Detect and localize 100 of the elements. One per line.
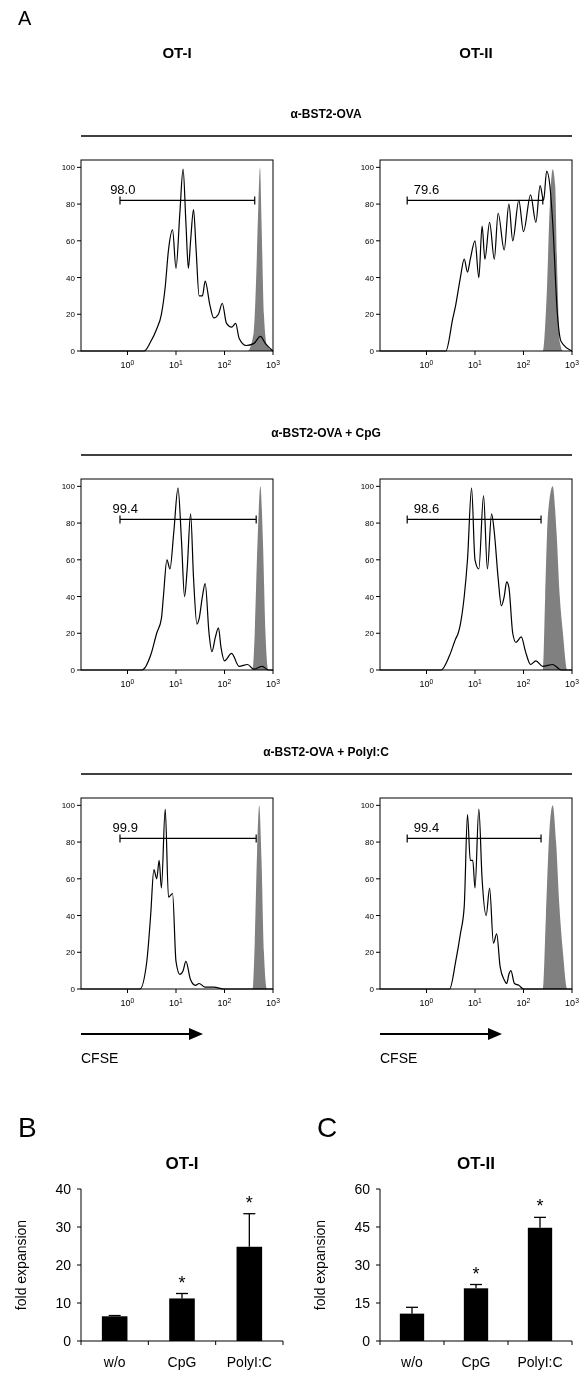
annotation: 98.6 bbox=[413, 501, 440, 517]
y-tick-label: 20 bbox=[365, 948, 375, 958]
y-axis-title: fold expansion bbox=[312, 1219, 328, 1311]
x-tick-label: 10$^{2}$ bbox=[217, 358, 232, 370]
x-tick-label: 10$^{3}$ bbox=[266, 996, 281, 1008]
x-tick-label: 10$^{2}$ bbox=[516, 358, 531, 370]
x-tick-label: 10$^{2}$ bbox=[516, 677, 531, 689]
y-tick-label: 80 bbox=[66, 519, 76, 529]
y-tick-label: 40 bbox=[66, 273, 76, 283]
x-tick-label: 10$^{0}$ bbox=[120, 677, 135, 689]
x-tick-label: CpG bbox=[167, 1354, 197, 1370]
text: OT-II bbox=[459, 44, 493, 61]
y-tick-label: 40 bbox=[66, 592, 76, 602]
y-tick-label: 20 bbox=[66, 310, 76, 320]
y-tick-label: 0 bbox=[369, 666, 375, 675]
y-tick-label: 100 bbox=[360, 163, 375, 173]
y-tick-label: 80 bbox=[365, 200, 375, 210]
y-tick-label: 80 bbox=[66, 200, 76, 210]
y-tick-label: 10 bbox=[55, 1295, 72, 1311]
x-tick-label: 10$^{1}$ bbox=[468, 677, 483, 689]
text: α-BST2-OVA + CpG bbox=[271, 426, 381, 440]
y-tick-label: 0 bbox=[369, 347, 375, 356]
y-tick-label: 60 bbox=[365, 236, 375, 246]
y-tick-label: 100 bbox=[61, 163, 76, 173]
y-tick-label: 40 bbox=[365, 273, 375, 283]
y-tick-label: 0 bbox=[70, 666, 76, 675]
annotation: * bbox=[178, 1272, 186, 1293]
y-tick-label: 60 bbox=[66, 874, 76, 884]
y-tick-label: 0 bbox=[70, 347, 76, 356]
annotation: 99.4 bbox=[112, 501, 138, 517]
y-tick-label: 60 bbox=[365, 874, 375, 884]
x-tick-label: 10$^{1}$ bbox=[169, 358, 184, 370]
chart-title: OT-II bbox=[457, 1154, 495, 1173]
y-tick-label: 20 bbox=[365, 310, 375, 320]
y-tick-label: 30 bbox=[55, 1219, 72, 1235]
y-tick-label: 20 bbox=[66, 629, 76, 639]
text: α-BST2-OVA + PolyI:C bbox=[263, 745, 390, 759]
y-tick-label: 100 bbox=[360, 801, 375, 811]
annotation: * bbox=[536, 1196, 544, 1217]
x-tick-label: 10$^{1}$ bbox=[468, 996, 483, 1008]
annotation: 79.6 bbox=[413, 182, 440, 198]
x-tick-label: 10$^{0}$ bbox=[120, 996, 135, 1008]
text: α-BST2-OVA bbox=[290, 107, 362, 121]
y-tick-label: 40 bbox=[66, 911, 76, 921]
y-tick-label: 20 bbox=[55, 1257, 72, 1273]
y-tick-label: 20 bbox=[66, 948, 76, 958]
x-tick-label: 10$^{1}$ bbox=[169, 677, 184, 689]
y-tick-label: 60 bbox=[354, 1181, 371, 1197]
y-tick-label: 0 bbox=[63, 1333, 72, 1349]
y-tick-label: 80 bbox=[365, 838, 375, 848]
y-tick-label: 100 bbox=[61, 482, 76, 492]
y-tick-label: 60 bbox=[365, 555, 375, 565]
annotation: 98.0 bbox=[110, 182, 136, 198]
x-tick-label: PolyI:C bbox=[517, 1354, 563, 1370]
x-tick-label: 10$^{1}$ bbox=[468, 358, 483, 370]
y-tick-label: 0 bbox=[70, 985, 76, 994]
x-axis-title: CFSE bbox=[380, 1050, 418, 1066]
y-tick-label: 60 bbox=[66, 236, 76, 246]
x-tick-label: 10$^{0}$ bbox=[419, 358, 434, 370]
text: C bbox=[317, 1112, 338, 1143]
y-tick-label: 40 bbox=[365, 911, 375, 921]
annotation: * bbox=[245, 1192, 253, 1213]
x-tick-label: 10$^{2}$ bbox=[217, 677, 232, 689]
x-tick-label: 10$^{3}$ bbox=[565, 677, 579, 689]
annotation: 99.4 bbox=[413, 820, 440, 836]
y-tick-label: 40 bbox=[365, 592, 375, 602]
y-tick-label: 60 bbox=[66, 555, 76, 565]
y-tick-label: 100 bbox=[360, 482, 375, 492]
x-tick-label: 10$^{1}$ bbox=[169, 996, 184, 1008]
text: A bbox=[18, 7, 32, 29]
text: B bbox=[18, 1112, 37, 1143]
x-tick-label: 10$^{3}$ bbox=[565, 358, 579, 370]
x-tick-label: 10$^{0}$ bbox=[120, 358, 135, 370]
x-tick-label: 10$^{2}$ bbox=[217, 996, 232, 1008]
x-tick-label: 10$^{3}$ bbox=[266, 358, 281, 370]
chart-title: OT-I bbox=[165, 1154, 199, 1173]
y-tick-label: 45 bbox=[354, 1219, 371, 1235]
y-tick-label: 15 bbox=[354, 1295, 371, 1311]
y-tick-label: 0 bbox=[362, 1333, 371, 1349]
x-tick-label: w/o bbox=[400, 1354, 424, 1370]
y-tick-label: 30 bbox=[354, 1257, 371, 1273]
y-tick-label: 0 bbox=[369, 985, 375, 994]
x-axis-title: CFSE bbox=[81, 1050, 119, 1066]
annotation: * bbox=[472, 1263, 480, 1284]
y-tick-label: 20 bbox=[365, 629, 375, 639]
y-tick-label: 40 bbox=[55, 1181, 72, 1197]
x-tick-label: PolyI:C bbox=[226, 1354, 272, 1370]
y-tick-label: 100 bbox=[61, 801, 76, 811]
y-axis-title: fold expansion bbox=[13, 1219, 29, 1311]
y-tick-label: 80 bbox=[66, 838, 76, 848]
text: OT-I bbox=[162, 44, 192, 61]
x-tick-label: 10$^{0}$ bbox=[419, 677, 434, 689]
x-tick-label: 10$^{3}$ bbox=[266, 677, 281, 689]
y-tick-label: 80 bbox=[365, 519, 375, 529]
annotation: 99.9 bbox=[112, 820, 138, 836]
x-tick-label: 10$^{0}$ bbox=[419, 996, 434, 1008]
x-tick-label: CpG bbox=[461, 1354, 491, 1370]
x-tick-label: 10$^{3}$ bbox=[565, 996, 579, 1008]
x-tick-label: w/o bbox=[102, 1354, 126, 1370]
x-tick-label: 10$^{2}$ bbox=[516, 996, 531, 1008]
